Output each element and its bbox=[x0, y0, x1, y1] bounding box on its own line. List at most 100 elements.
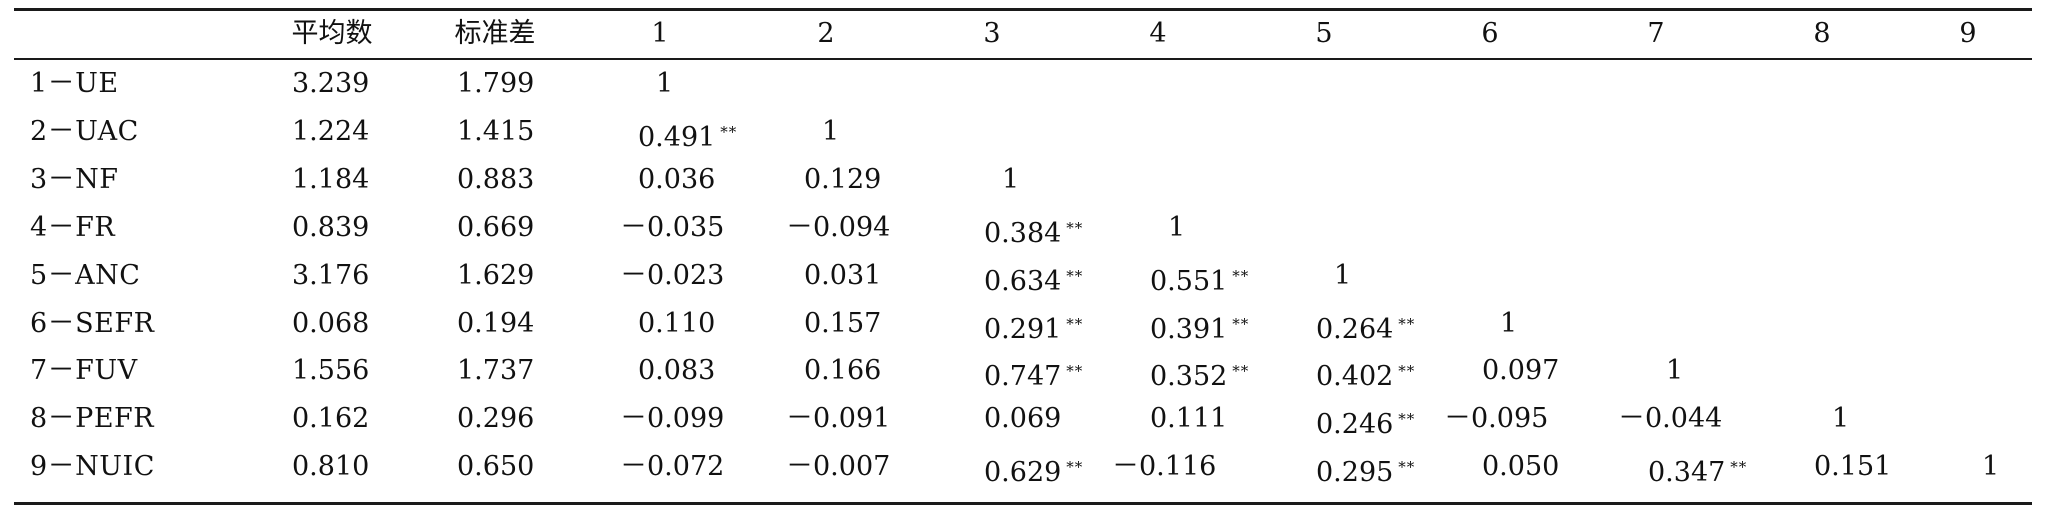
row-mean: 3.176 bbox=[292, 259, 370, 291]
significance-marker: ** bbox=[1398, 362, 1416, 381]
correlation-value: 1 bbox=[1832, 403, 1850, 435]
correlation-value: 0.747 bbox=[984, 361, 1062, 393]
header-col-7: 7 bbox=[1647, 18, 1665, 49]
header-col-5: 5 bbox=[1315, 18, 1333, 49]
correlation-cell: －0.095 bbox=[1444, 399, 1548, 439]
correlation-cell: 0.111 bbox=[1150, 399, 1227, 439]
header-col-6: 6 bbox=[1481, 18, 1499, 49]
correlation-cell: 1 bbox=[1832, 399, 1849, 439]
table-row: 5－ANC 3.176 1.629 －0.023 0.031 0.634 ** 0.551 **… bbox=[0, 256, 2048, 297]
correlation-cell: －0.023 bbox=[620, 256, 724, 296]
correlation-cell: 1 bbox=[1500, 304, 1517, 344]
row-sd: 0.883 bbox=[457, 163, 535, 195]
table-row: 4－FR 0.839 0.669 －0.035 －0.094 0.384 ** 1 bbox=[0, 208, 2048, 249]
correlation-value: 0.295 bbox=[1316, 457, 1394, 489]
significance-marker: ** bbox=[1066, 458, 1084, 477]
table-bottom-rule bbox=[14, 502, 2032, 505]
correlation-cell: 1 bbox=[1002, 160, 1019, 200]
correlation-cell: －0.094 bbox=[786, 208, 890, 248]
correlation-value: 0.129 bbox=[804, 163, 882, 195]
correlation-cell: 0.347 ** bbox=[1648, 447, 1747, 489]
correlation-value: 1 bbox=[1168, 211, 1186, 243]
correlation-value: 0.384 bbox=[984, 217, 1062, 249]
correlation-cell: 0.083 bbox=[638, 351, 715, 391]
correlation-cell: 0.402 ** bbox=[1316, 351, 1416, 392]
correlation-cell: －0.044 bbox=[1618, 399, 1722, 439]
row-label: 6－SEFR bbox=[30, 307, 155, 339]
correlation-cell: 0.391 ** bbox=[1150, 304, 1250, 345]
correlation-value: 0.629 bbox=[984, 457, 1062, 489]
correlation-cell: －0.091 bbox=[786, 399, 890, 439]
significance-marker: ** bbox=[1398, 314, 1416, 333]
table-row: 1－UE 3.239 1.799 1 bbox=[0, 64, 2048, 104]
correlation-value: 1 bbox=[822, 115, 840, 147]
correlation-value: 1 bbox=[1334, 259, 1352, 291]
correlation-cell: －0.116 bbox=[1112, 447, 1216, 487]
correlation-value: －0.116 bbox=[1112, 451, 1217, 483]
header-col-4: 4 bbox=[1149, 18, 1167, 49]
correlation-cell: 0.295 ** bbox=[1316, 447, 1416, 489]
correlation-cell: 0.129 bbox=[804, 160, 881, 200]
correlation-value: －0.094 bbox=[786, 211, 891, 243]
correlation-cell: 0.291 ** bbox=[984, 304, 1083, 345]
correlation-value: 0.031 bbox=[804, 259, 882, 291]
correlation-value: 0.083 bbox=[638, 355, 716, 387]
row-mean: 1.224 bbox=[292, 115, 370, 147]
header-sd: 标准差 bbox=[454, 18, 536, 49]
table-top-rule bbox=[14, 8, 2032, 11]
row-mean: 0.810 bbox=[292, 451, 370, 483]
row-label: 8－PEFR bbox=[30, 403, 155, 435]
row-label: 1－UE bbox=[30, 68, 119, 99]
correlation-cell: －0.072 bbox=[620, 447, 724, 487]
correlation-cell: 0.629 ** bbox=[984, 447, 1084, 489]
correlation-value: 1 bbox=[656, 68, 674, 99]
row-mean: 1.184 bbox=[292, 163, 370, 195]
correlation-cell: 0.747 ** bbox=[984, 351, 1084, 393]
correlation-cell: 0.634 ** bbox=[984, 256, 1084, 297]
significance-marker: ** bbox=[1232, 314, 1250, 333]
correlation-cell: 1 bbox=[1168, 208, 1185, 248]
row-label: 4－FR bbox=[30, 211, 116, 243]
significance-marker: ** bbox=[1398, 458, 1416, 477]
significance-marker: ** bbox=[1066, 362, 1084, 381]
correlation-value: 0.391 bbox=[1150, 313, 1228, 345]
correlation-cell: 0.264 ** bbox=[1316, 304, 1416, 345]
row-mean: 3.239 bbox=[292, 68, 370, 99]
row-label: 2－UAC bbox=[30, 115, 139, 147]
correlation-cell: 0.036 bbox=[638, 160, 715, 200]
header-mean: 平均数 bbox=[291, 18, 373, 49]
significance-marker: ** bbox=[1066, 266, 1084, 285]
row-sd: 0.650 bbox=[457, 451, 535, 483]
correlation-cell: －0.035 bbox=[620, 208, 724, 248]
correlation-value: 0.352 bbox=[1150, 361, 1228, 393]
significance-marker: ** bbox=[1232, 362, 1250, 381]
correlation-cell: 0.246 ** bbox=[1316, 399, 1415, 441]
correlation-value: －0.091 bbox=[786, 403, 891, 435]
row-mean: 0.162 bbox=[292, 403, 370, 435]
header-col-8: 8 bbox=[1813, 18, 1831, 49]
correlation-value: 0.246 bbox=[1316, 409, 1394, 441]
correlation-value: －0.099 bbox=[620, 403, 725, 435]
correlation-cell: 1 bbox=[1982, 447, 1999, 487]
row-label: 7－FUV bbox=[30, 355, 138, 387]
correlation-value: 0.166 bbox=[804, 355, 882, 387]
header-col-1: 1 bbox=[651, 18, 669, 49]
correlation-cell: 0.166 bbox=[804, 351, 881, 391]
correlation-cell: 0.097 bbox=[1482, 351, 1559, 391]
correlation-cell: －0.007 bbox=[786, 447, 890, 487]
correlation-cell: 0.352 ** bbox=[1150, 351, 1250, 393]
row-sd: 0.194 bbox=[457, 307, 535, 339]
correlation-value: 0.551 bbox=[1150, 265, 1228, 297]
correlation-cell: 1 bbox=[1666, 351, 1683, 391]
correlation-value: 0.347 bbox=[1648, 457, 1726, 489]
row-sd: 1.629 bbox=[457, 259, 535, 291]
table-row: 3－NF 1.184 0.883 0.036 0.129 1 bbox=[0, 160, 2048, 200]
correlation-cell: 0.551 ** bbox=[1150, 256, 1249, 297]
correlation-value: 0.634 bbox=[984, 265, 1062, 297]
correlation-cell: 1 bbox=[656, 64, 673, 104]
correlation-cell: 0.031 bbox=[804, 256, 881, 296]
row-label: 3－NF bbox=[30, 163, 119, 195]
correlation-value: －0.023 bbox=[620, 259, 725, 291]
table-header-row: 平均数 标准差 1 2 3 4 5 6 7 8 9 bbox=[0, 14, 2048, 54]
correlation-value: 0.157 bbox=[804, 307, 882, 339]
